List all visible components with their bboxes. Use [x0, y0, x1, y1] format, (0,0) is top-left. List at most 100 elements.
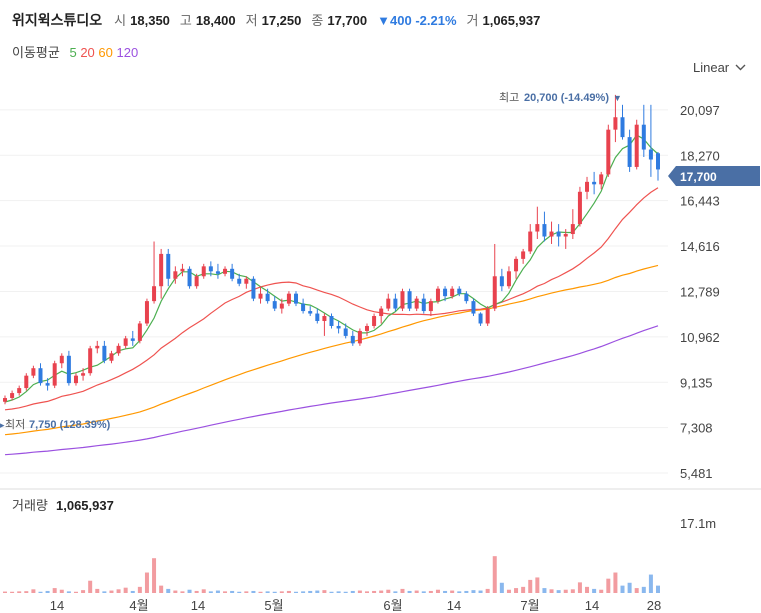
volume-panel-value: 1,065,937 [56, 498, 114, 513]
ma-legend-item-20: 20 [80, 45, 95, 60]
candle-body [641, 124, 646, 150]
volume-panel-label: 거래량 [12, 498, 48, 513]
volume-bar [258, 591, 263, 593]
volume-bar [471, 590, 476, 593]
volume-bar [230, 590, 235, 593]
volume-bar [10, 591, 15, 593]
candle-body [471, 301, 476, 314]
volume-bar [308, 590, 313, 593]
stock-name: 위지윅스튜디오 [12, 12, 103, 28]
candle-body [478, 313, 483, 324]
candle-body [357, 330, 362, 344]
candle-body [322, 316, 327, 321]
candle-body [230, 268, 235, 279]
volume-bar [215, 590, 220, 593]
x-tick-label: 14 [191, 598, 205, 613]
ma-legend-item-120: 120 [116, 45, 139, 60]
candle-body [10, 393, 15, 399]
volume-bar [52, 588, 57, 593]
candle-body [24, 375, 29, 389]
y-tick-label: 16,443 [680, 194, 720, 209]
volume-bar [286, 590, 291, 593]
y-tick-label: 12,789 [680, 284, 720, 299]
candle-body [577, 191, 582, 225]
candle-body [343, 328, 348, 336]
volume-bar [244, 591, 249, 593]
y-tick-label: 20,097 [680, 103, 720, 118]
ma-legend-item-60: 60 [98, 45, 113, 60]
x-tick-label: 28 [647, 598, 661, 613]
candle-body [563, 234, 568, 237]
volume-bar [656, 585, 660, 593]
volume-bar [223, 591, 228, 593]
candle-body [542, 224, 547, 237]
x-tick-label: 14 [447, 598, 461, 613]
volume-bar [577, 582, 582, 593]
volume-bar [116, 589, 121, 593]
candle-body [606, 129, 611, 175]
low-label: 저 [245, 13, 258, 28]
volume-bar [634, 588, 639, 593]
low-annotation-label: 최저 [5, 418, 25, 431]
change-value: ▼400 -2.21% [377, 13, 456, 28]
moving-average-lines [4, 134, 659, 456]
current-price-value: 17,700 [680, 170, 717, 184]
volume-bar [315, 590, 320, 593]
volume-bar [414, 590, 419, 593]
candle-body [31, 368, 36, 376]
candle-body [656, 153, 660, 170]
volume-bar [130, 590, 135, 593]
ma-legend-item-5: 5 [69, 45, 77, 60]
candle-body [485, 308, 490, 324]
volume-bar [556, 590, 561, 593]
candle-body [187, 268, 192, 287]
down-arrow-icon: ▼ [377, 13, 390, 28]
volume-bar [88, 580, 93, 593]
candle-body [428, 301, 433, 312]
y-tick-label: 9,135 [680, 375, 713, 390]
volume-bar [102, 591, 107, 593]
volume-bar [180, 591, 185, 593]
volume-bar [393, 591, 398, 593]
candle-body [144, 301, 149, 324]
stock-header: 위지윅스튜디오 시 18,350 고 18,400 저 17,250 종 17,… [12, 10, 546, 32]
candle-body [443, 288, 448, 297]
moving-average-legend[interactable]: 이동평균 5 20 60 120 [12, 42, 138, 61]
volume-bar [400, 588, 405, 593]
volume-bar [428, 590, 433, 593]
volume-bar [379, 590, 384, 593]
volume-bar [17, 591, 22, 593]
volume-bar [570, 589, 575, 593]
ma5-line [4, 134, 659, 403]
candle-body [329, 316, 334, 326]
candle-body [506, 271, 511, 287]
high-marker-icon: ▼ [613, 93, 622, 103]
volume-bar [201, 589, 206, 593]
volume-bar [279, 591, 284, 593]
volume-tick-label: 17.1m [680, 516, 716, 531]
volume-bar [24, 591, 29, 593]
candle-body [400, 291, 405, 309]
candle-body [556, 231, 561, 237]
y-axis-labels: 20,097 18,270 16,443 14,616 12,789 10,962 9,13… [680, 103, 720, 481]
close-label: 종 [311, 13, 324, 28]
volume-bar [364, 591, 369, 593]
candle-body [152, 286, 157, 302]
ma120-line [4, 325, 659, 456]
candle-body [272, 301, 277, 309]
y-tick-label: 5,481 [680, 466, 713, 481]
scale-dropdown[interactable]: Linear [693, 60, 746, 75]
candle-body [45, 383, 50, 386]
volume-bar [421, 591, 426, 593]
candle-body [372, 316, 377, 326]
candle-body [393, 298, 398, 309]
candle-body [435, 288, 440, 302]
volume-bar [592, 588, 597, 593]
volume-bar [45, 590, 50, 593]
volume-bar [506, 589, 511, 593]
volume-bar [521, 586, 526, 593]
volume-bar [38, 591, 43, 593]
candle-body [116, 345, 121, 354]
candle-body [109, 353, 114, 361]
